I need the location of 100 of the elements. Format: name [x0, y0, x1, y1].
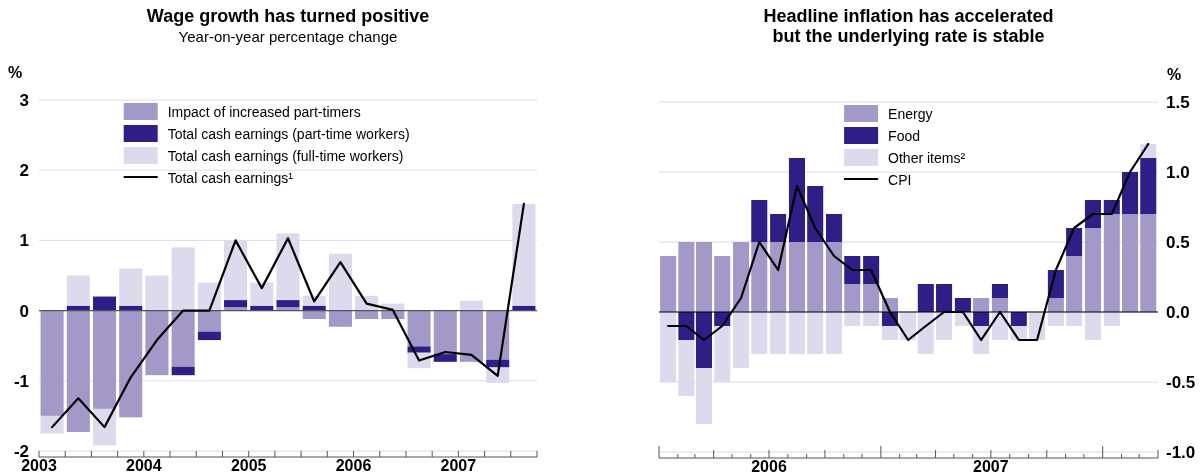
bar	[807, 186, 824, 242]
bar	[1140, 214, 1157, 312]
bar	[863, 284, 880, 312]
bar	[197, 310, 221, 332]
y2-tick-label: -0.5	[1166, 372, 1196, 392]
bar	[40, 310, 64, 416]
chart-title: Headline inflation has accelerated but the underlying rate is stable	[763, 6, 1054, 46]
bar	[66, 275, 90, 306]
bar	[844, 312, 861, 326]
bar	[991, 298, 1008, 312]
bar	[954, 298, 971, 312]
legend-label: Total cash earnings (full-time workers)	[167, 147, 404, 164]
bar	[433, 354, 457, 362]
x-tick-label: 2006	[751, 458, 787, 472]
x-tick-label: 2005	[230, 457, 267, 472]
bar	[1084, 228, 1101, 312]
bar	[171, 310, 195, 367]
legend-label: Impact of increased part-timers	[167, 103, 361, 120]
bar	[328, 310, 352, 327]
bar	[92, 296, 117, 311]
bar	[695, 312, 712, 368]
bar	[788, 242, 805, 312]
bar	[973, 312, 990, 326]
x-tick-label: 2003	[21, 457, 57, 472]
chart-title: Wage growth has turned positive	[146, 6, 430, 26]
bar	[302, 310, 326, 320]
bar	[1140, 158, 1157, 214]
bar	[936, 312, 953, 340]
bar	[224, 300, 248, 308]
bar	[1103, 312, 1120, 326]
bar	[92, 310, 117, 409]
bar	[863, 312, 880, 326]
bar	[751, 312, 768, 354]
x-tick-label: 2004	[126, 457, 162, 472]
legend-label: Food	[888, 127, 921, 144]
bar	[276, 300, 300, 308]
bar	[660, 256, 677, 312]
line-series	[51, 202, 525, 429]
bar	[751, 200, 768, 242]
bar	[433, 310, 457, 355]
bar	[145, 310, 169, 376]
x-tick-label: 2007	[440, 457, 477, 472]
bar	[1010, 312, 1027, 326]
bar	[1047, 298, 1064, 312]
bar	[1084, 312, 1101, 340]
bar	[171, 247, 195, 311]
bar	[770, 312, 787, 354]
y2-tick-label: 1.5	[1166, 92, 1190, 112]
bar	[714, 256, 731, 312]
bar	[66, 310, 90, 433]
x-tick-label: 2007	[973, 458, 1009, 472]
x-tick-label: 2006	[335, 457, 372, 472]
y-tick-label: 1	[19, 231, 29, 251]
bar	[1066, 312, 1083, 326]
bar	[991, 284, 1008, 298]
bar	[733, 312, 750, 368]
bar	[807, 242, 824, 312]
bar	[917, 312, 934, 354]
y-tick-label: 2	[19, 161, 29, 181]
bar	[788, 312, 805, 354]
bar	[171, 366, 195, 376]
y2-tick-label: 1.0	[1166, 162, 1190, 182]
bar	[844, 284, 861, 312]
bar	[1122, 214, 1139, 312]
bar	[250, 282, 274, 306]
bar	[1047, 312, 1064, 326]
bar	[678, 242, 695, 312]
bar	[770, 214, 787, 242]
bar	[459, 310, 484, 362]
y2-tick-label: 0.0	[1166, 302, 1190, 322]
y2-axis-title: %	[1166, 66, 1182, 83]
bar	[844, 256, 861, 284]
bar	[407, 310, 431, 347]
y2-tick-label: -1.0	[1166, 442, 1196, 462]
bar	[119, 268, 143, 306]
legend-label: Energy	[888, 105, 933, 122]
bar	[119, 310, 143, 418]
bar	[973, 298, 990, 312]
y-tick-label: 0	[19, 301, 29, 321]
bar	[355, 310, 379, 320]
bar	[1066, 256, 1083, 312]
bar	[826, 242, 843, 312]
legend-label: Total cash earnings (part-time workers)	[167, 125, 410, 142]
chart-subtitle: Year-on-year percentage change	[178, 28, 398, 45]
bar	[788, 158, 805, 242]
bar	[917, 284, 934, 312]
bar	[936, 284, 953, 312]
bar	[1066, 228, 1083, 256]
bar	[197, 331, 221, 341]
bar	[459, 300, 484, 311]
bar	[881, 326, 898, 340]
bar	[145, 275, 169, 311]
legend-label: Other items²	[888, 149, 966, 166]
bar	[1103, 214, 1120, 312]
y-tick-label: -1	[13, 371, 29, 391]
y2-tick-label: 0.5	[1166, 232, 1190, 252]
bar	[695, 242, 712, 312]
bar	[826, 214, 843, 242]
y-tick-label: 3	[19, 90, 29, 110]
y-axis-title: %	[7, 64, 23, 81]
